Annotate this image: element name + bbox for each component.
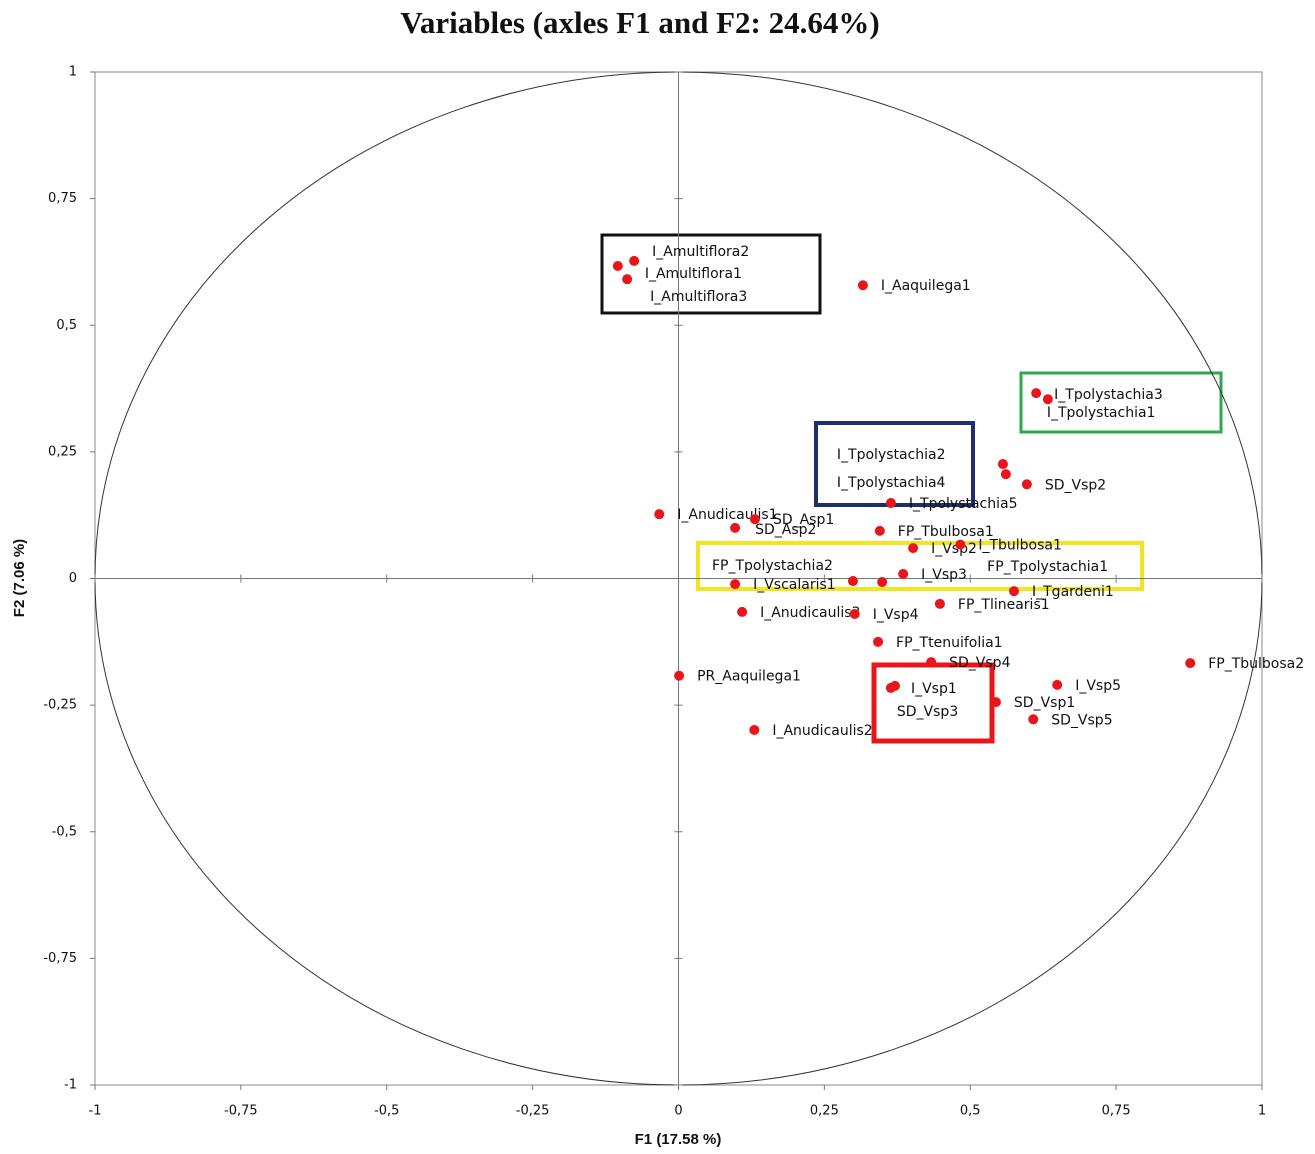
point: [654, 509, 665, 520]
point: [849, 608, 860, 619]
point: [622, 274, 633, 285]
point: [997, 459, 1008, 470]
point-label: I_Vsp1: [911, 681, 957, 697]
y-tick-label: -0,25: [43, 698, 77, 713]
point-label: SD_Asp1: [773, 512, 834, 528]
point: [898, 568, 909, 579]
point: [730, 579, 741, 590]
point-label: SD_Vsp3: [897, 704, 958, 720]
point: [1031, 388, 1042, 399]
point-label: FP_Tpolystachia2: [712, 558, 833, 574]
point-label: FP_Tpolystachia1: [987, 559, 1108, 575]
point: [1021, 479, 1032, 490]
point: [749, 514, 760, 525]
point-label: I_Anudicaulis3: [760, 605, 860, 621]
point: [955, 539, 966, 550]
point-label: FP_Tlinearis1: [958, 597, 1050, 613]
point-label: SD_Vsp5: [1051, 712, 1112, 728]
x-tick-label: 1: [1258, 1104, 1266, 1119]
x-tick-label: -1: [89, 1104, 102, 1119]
y-tick-label: 1: [69, 65, 77, 80]
point: [629, 255, 640, 266]
point: [926, 657, 937, 668]
group-box: [814, 421, 975, 507]
point-label: SD_Vsp4: [949, 655, 1010, 671]
point: [885, 498, 896, 509]
point: [873, 636, 884, 647]
point-label: I_Tpolystachia1: [1047, 405, 1156, 421]
point-label: I_Vsp5: [1075, 678, 1121, 694]
point-label: I_Tgardeni1: [1032, 584, 1114, 600]
y-tick-label: 0,75: [48, 191, 77, 206]
point: [1000, 469, 1011, 480]
point-label: FP_Tbulbosa2: [1208, 656, 1304, 672]
point: [612, 260, 623, 271]
point: [885, 682, 896, 693]
y-tick-label: 0,25: [48, 444, 77, 459]
chart-title: Variables (axles F1 and F2: 24.64%): [400, 5, 879, 40]
point-label: I_Tpolystachia3: [1054, 387, 1163, 403]
point-label: SD_Vsp2: [1045, 477, 1106, 493]
point-label: I_Aaquilega1: [881, 278, 971, 294]
point: [1052, 679, 1063, 690]
point-label: PR_Aaquilega1: [697, 669, 801, 685]
point: [934, 598, 945, 609]
point: [737, 606, 748, 617]
point-label: I_Amultiflora1: [645, 266, 742, 282]
x-tick-label: 0: [674, 1104, 682, 1119]
x-tick-label: -0,5: [374, 1104, 399, 1119]
point: [874, 525, 885, 536]
point-label: I_Tpolystachia5: [909, 496, 1018, 512]
group-box: [696, 541, 1144, 591]
point: [1028, 714, 1039, 725]
y-tick-label: -0,75: [43, 951, 77, 966]
point-label: SD_Vsp1: [1014, 695, 1075, 711]
point: [730, 522, 741, 533]
x-tick-label: -0,25: [516, 1104, 550, 1119]
point-label: I_Vsp4: [873, 607, 919, 623]
x-axis-title: F1 (17.58 %): [635, 1131, 722, 1148]
point-label: I_Tpolystachia4: [837, 475, 946, 491]
x-tick-label: 0,5: [960, 1104, 981, 1119]
y-tick-label: -0,5: [52, 824, 77, 839]
point-label: I_Anudicaulis2: [772, 723, 872, 739]
point-label: I_Amultiflora2: [652, 244, 749, 260]
point: [674, 670, 685, 681]
x-tick-label: 0,25: [810, 1104, 839, 1119]
point: [877, 577, 888, 588]
point-label: SD_Asp2: [755, 522, 816, 538]
point: [1185, 658, 1196, 669]
x-tick-label: 0,75: [1102, 1104, 1131, 1119]
point: [990, 697, 1001, 708]
point-label: FP_Tbulbosa1: [898, 524, 994, 540]
y-tick-label: 0: [69, 571, 77, 586]
point: [749, 724, 760, 735]
point: [847, 576, 858, 587]
point: [908, 543, 919, 554]
group-box: [1019, 371, 1223, 434]
y-axis-title: F2 (7.06 %): [11, 539, 28, 617]
point-label: FP_Ttenuifolia1: [896, 635, 1003, 651]
point-label: I_Vsp3: [921, 567, 967, 583]
point-label: I_Vsp2: [931, 541, 977, 557]
point: [1009, 586, 1020, 597]
point-label: I_Amultiflora3: [650, 289, 747, 305]
x-tick-label: -0,75: [224, 1104, 258, 1119]
point-label: I_Vscalaris1: [753, 577, 836, 593]
point-label: I_Anudicaulis1: [677, 507, 777, 523]
group-box: [600, 233, 822, 315]
y-tick-label: 0,5: [56, 318, 77, 333]
point: [857, 280, 868, 291]
point-label: I_Tbulbosa1: [978, 538, 1062, 554]
y-tick-label: -1: [64, 1078, 77, 1093]
point: [1042, 394, 1053, 405]
point-label: I_Tpolystachia2: [837, 447, 946, 463]
